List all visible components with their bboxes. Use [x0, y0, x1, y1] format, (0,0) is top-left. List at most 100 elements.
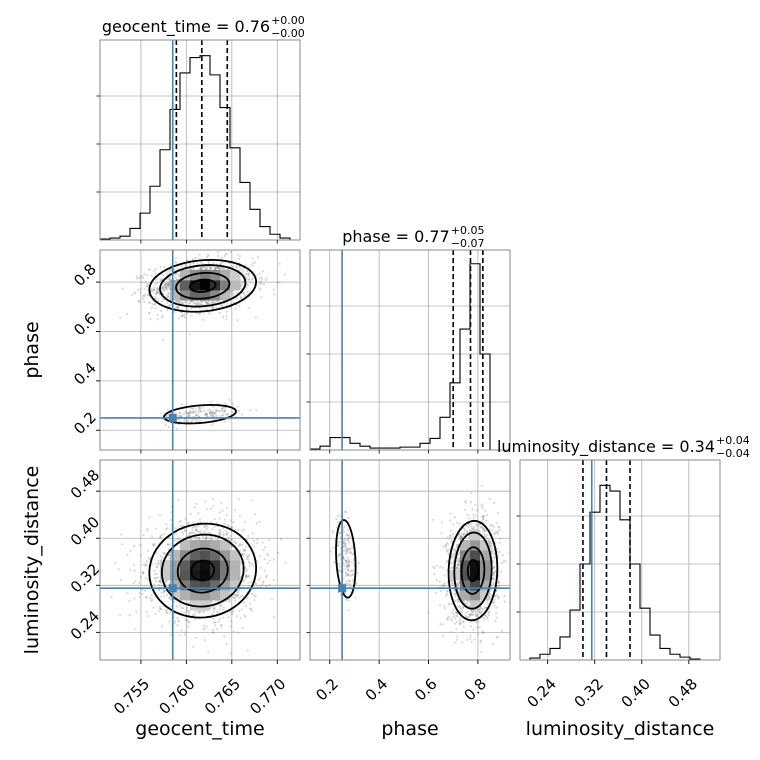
sample-point: [466, 513, 469, 517]
sample-point: [460, 536, 463, 539]
sample-point: [233, 596, 236, 599]
sample-point: [476, 632, 479, 636]
sample-point: [164, 286, 167, 289]
diag-title-phase: phase = 0.77: [342, 227, 449, 246]
sample-point: [157, 297, 160, 301]
density-block: [210, 290, 221, 301]
sample-point: [476, 626, 479, 629]
sample-point: [191, 526, 194, 529]
sample-point: [491, 578, 494, 581]
sample-point: [439, 589, 442, 593]
sample-point: [187, 620, 190, 623]
sample-point: [217, 409, 221, 412]
sample-point: [462, 533, 465, 536]
sample-point: [166, 543, 170, 546]
density-block: [230, 280, 241, 291]
sample-point: [214, 412, 217, 415]
sample-point: [241, 271, 244, 274]
sample-point: [478, 626, 481, 629]
sample-point: [258, 287, 261, 290]
density-block: [200, 270, 211, 281]
sample-point: [451, 555, 454, 558]
sample-point: [191, 418, 194, 421]
sample-point: [487, 612, 490, 615]
sample-point: [481, 527, 484, 530]
sample-point: [223, 268, 226, 271]
sample-point: [198, 303, 201, 306]
sample-point: [176, 616, 179, 620]
sample-point: [205, 536, 208, 539]
sample-point: [199, 611, 202, 614]
sample-point: [163, 284, 167, 287]
sample-point: [225, 310, 228, 313]
sample-point: [129, 568, 132, 571]
sample-point: [177, 306, 180, 310]
sample-point: [184, 264, 187, 267]
sample-point: [495, 611, 498, 615]
sample-point: [235, 593, 238, 596]
sample-point: [242, 601, 245, 604]
sample-point: [189, 410, 192, 413]
sample-point: [145, 564, 148, 567]
sample-point: [202, 409, 206, 412]
sample-point: [229, 625, 232, 628]
sample-point: [174, 273, 177, 276]
sample-point: [157, 610, 160, 613]
density-block: [230, 550, 241, 561]
sample-point: [449, 519, 452, 522]
sample-point: [440, 521, 443, 524]
sample-point: [190, 420, 193, 423]
sample-point: [165, 286, 169, 289]
sample-point: [154, 572, 157, 576]
sample-point: [167, 283, 170, 286]
sample-point: [163, 553, 166, 556]
sample-point: [166, 296, 169, 299]
sample-point: [198, 307, 201, 310]
sample-point: [455, 614, 458, 618]
sample-point: [447, 543, 450, 546]
sample-point: [442, 585, 446, 588]
sample-point: [460, 536, 463, 539]
sample-point: [220, 604, 223, 607]
sample-point: [231, 411, 234, 414]
sample-point: [485, 535, 488, 538]
sample-point: [165, 523, 168, 526]
sample-point: [180, 265, 183, 268]
sample-point: [231, 266, 234, 269]
sample-point: [173, 268, 176, 271]
sample-point: [457, 588, 460, 591]
sample-point: [142, 563, 145, 566]
sample-point: [184, 412, 187, 415]
sample-point: [138, 581, 141, 584]
sample-point: [199, 407, 202, 410]
sample-point: [184, 301, 187, 304]
sample-point: [260, 276, 263, 279]
diag-title-sup-luminosity_distance: +0.04: [716, 434, 750, 447]
sample-point: [143, 288, 146, 291]
sample-point: [217, 268, 221, 271]
sample-point: [141, 294, 145, 298]
sample-point: [187, 621, 190, 624]
sample-point: [209, 507, 212, 510]
sample-point: [244, 521, 247, 524]
sample-point: [452, 523, 455, 526]
sample-point: [251, 499, 254, 502]
sample-point: [155, 577, 158, 580]
sample-point: [157, 291, 160, 294]
density-block: [170, 570, 181, 581]
sample-point: [473, 638, 476, 641]
sample-point: [232, 521, 235, 524]
sample-point: [156, 287, 159, 290]
sample-point: [236, 296, 239, 300]
sample-point: [207, 532, 210, 535]
sample-point: [183, 420, 186, 423]
sample-point: [456, 543, 459, 547]
sample-point: [138, 595, 141, 598]
sample-point: [206, 526, 209, 529]
sample-point: [197, 410, 201, 413]
sample-point: [445, 547, 448, 550]
sample-point: [161, 314, 164, 317]
sample-point: [205, 413, 208, 416]
sample-point: [192, 410, 195, 414]
sample-point: [224, 409, 227, 412]
